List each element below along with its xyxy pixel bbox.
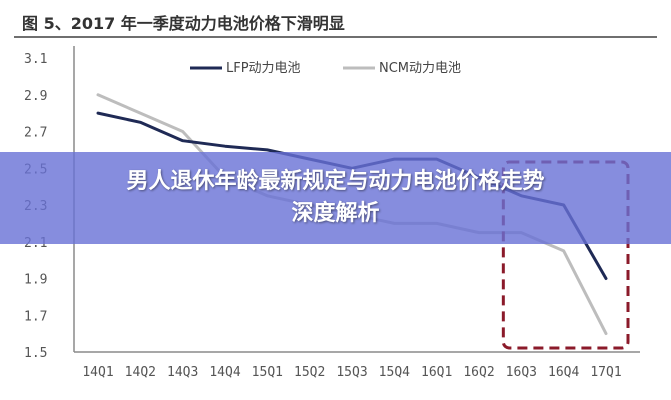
x-tick-label: 15Q1 bbox=[252, 365, 283, 380]
x-tick-label: 15Q3 bbox=[336, 365, 367, 380]
x-tick-label: 16Q4 bbox=[548, 365, 579, 380]
y-tick-label: 2.7 bbox=[24, 126, 47, 141]
x-tick-label: 15Q2 bbox=[294, 365, 325, 380]
x-axis-ticks: 14Q1 14Q2 14Q3 14Q4 15Q1 15Q2 15Q3 15Q4 16Q1 16Q2… bbox=[82, 365, 621, 380]
x-tick-label: 17Q1 bbox=[590, 365, 621, 380]
y-tick-label: 1.5 bbox=[24, 346, 47, 361]
x-tick-label: 16Q1 bbox=[421, 365, 452, 380]
x-tick-label: 14Q4 bbox=[209, 365, 240, 380]
banner-subheadline: 深度解析 bbox=[291, 201, 380, 226]
y-tick-label: 2.9 bbox=[24, 89, 47, 104]
legend-label-ncm: NCM动力电池 bbox=[379, 61, 461, 76]
y-tick-label: 1.7 bbox=[24, 309, 47, 324]
legend-label-lfp: LFP动力电池 bbox=[226, 61, 301, 76]
x-tick-label: 16Q3 bbox=[506, 365, 537, 380]
headline-banner: 男人退休年龄最新规定与动力电池价格走势 深度解析 bbox=[0, 152, 671, 244]
y-tick-label: 1.9 bbox=[24, 273, 47, 288]
banner-headline: 男人退休年龄最新规定与动力电池价格走势 bbox=[126, 169, 545, 194]
chart-legend: LFP动力电池 NCM动力电池 bbox=[190, 61, 461, 76]
x-tick-label: 14Q1 bbox=[82, 365, 113, 380]
y-tick-label: 3.1 bbox=[24, 52, 47, 67]
title-divider bbox=[14, 36, 657, 38]
x-tick-label: 14Q3 bbox=[167, 365, 198, 380]
figure-title: 图 5、2017 年一季度动力电池价格下滑明显 bbox=[22, 14, 345, 33]
x-tick-label: 16Q2 bbox=[463, 365, 494, 380]
x-tick-label: 14Q2 bbox=[125, 365, 156, 380]
x-tick-label: 15Q4 bbox=[379, 365, 410, 380]
